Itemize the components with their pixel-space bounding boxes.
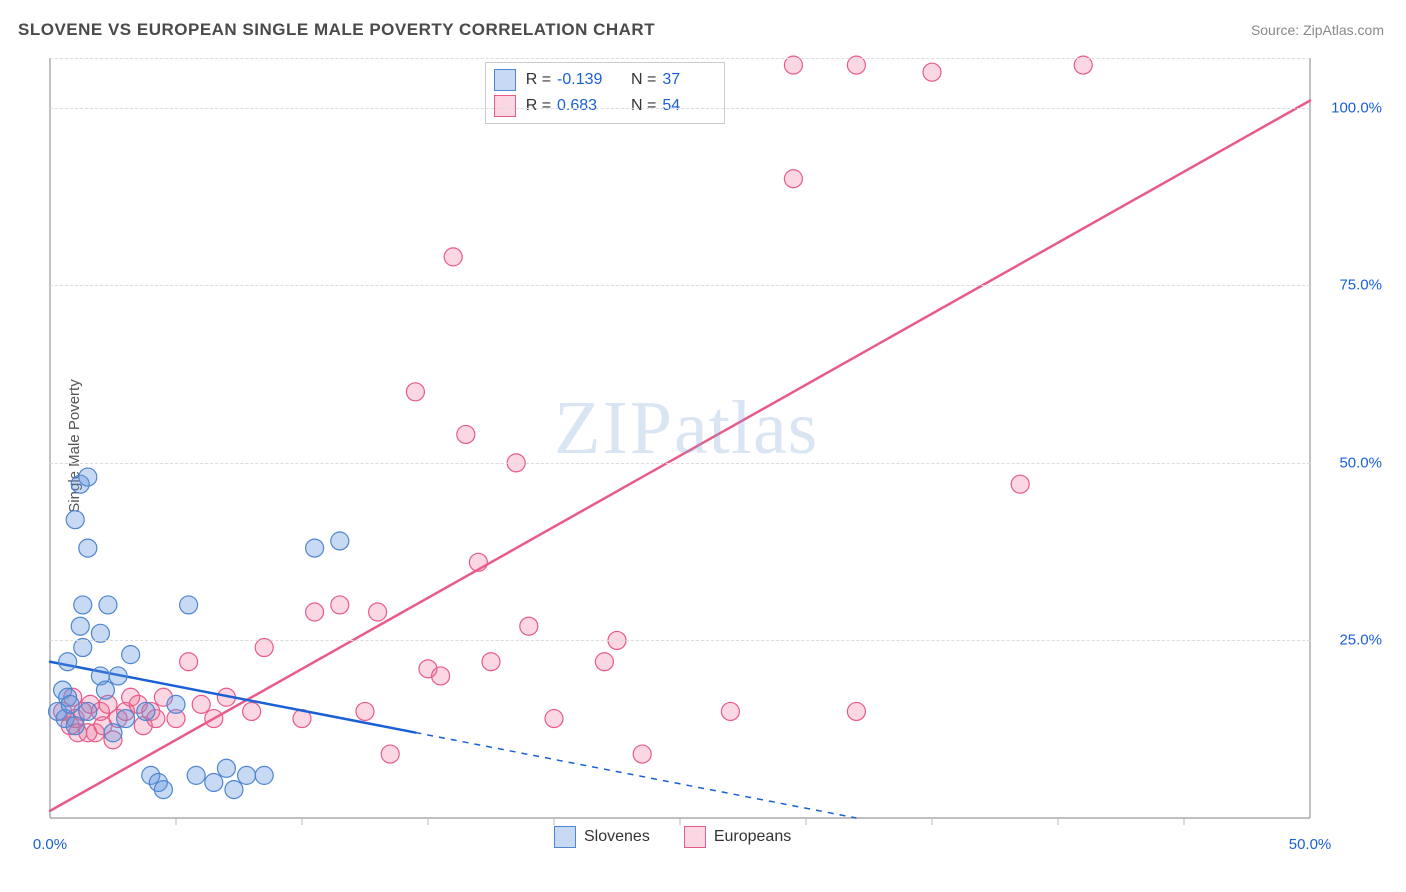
source-attribution: Source: ZipAtlas.com [1251,22,1384,38]
scatter-svg [50,58,1310,818]
correlation-legend: R = -0.139 N = 37 R = 0.683 N = 54 [485,62,726,124]
r-value-europeans: 0.683 [557,97,611,115]
r-label: R = [526,71,551,89]
n-value-europeans: 54 [662,97,716,115]
y-tick-label: 50.0% [1339,454,1382,471]
y-tick-label: 75.0% [1339,277,1382,294]
legend-swatch-icon [554,826,576,848]
legend-label-europeans: Europeans [714,828,791,846]
y-tick-label: 25.0% [1339,632,1382,649]
legend-swatch-slovenes [494,69,516,91]
legend-swatch-europeans [494,95,516,117]
legend-row-slovenes: R = -0.139 N = 37 [494,67,717,93]
series-legend: Slovenes Europeans [554,826,791,848]
legend-item-slovenes: Slovenes [554,826,650,848]
n-label: N = [631,97,656,115]
y-tick-label: 100.0% [1331,99,1382,116]
n-value-slovenes: 37 [662,71,716,89]
n-label: N = [631,71,656,89]
r-value-slovenes: -0.139 [557,71,611,89]
chart-container: SLOVENE VS EUROPEAN SINGLE MALE POVERTY … [0,0,1406,892]
r-label: R = [526,97,551,115]
legend-swatch-icon [684,826,706,848]
plot-area: ZIPatlas R = -0.139 N = 37 R = 0.683 N =… [50,58,1310,818]
legend-row-europeans: R = 0.683 N = 54 [494,93,717,119]
x-tick-label: 50.0% [1289,836,1332,853]
legend-label-slovenes: Slovenes [584,828,650,846]
chart-title: SLOVENE VS EUROPEAN SINGLE MALE POVERTY … [18,20,655,40]
legend-item-europeans: Europeans [684,826,791,848]
x-tick-label: 0.0% [33,836,67,853]
